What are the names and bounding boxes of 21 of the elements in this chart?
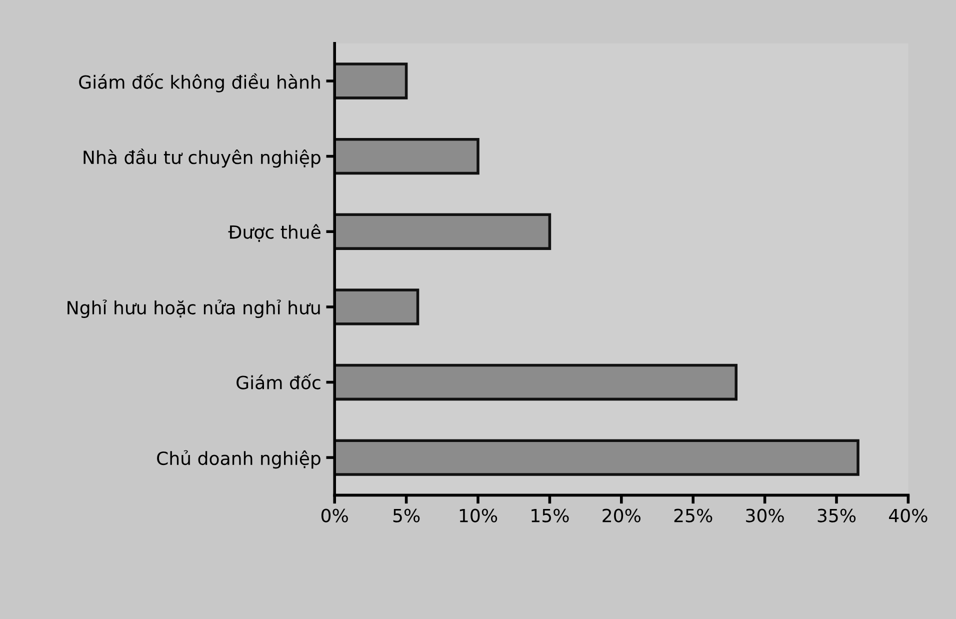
x-tick-label: 15% [532,508,569,522]
y-tick-label: Nhà đầu tư chuyên nghiệp [84,148,320,168]
bar [334,138,480,175]
y-tick-label: Nghỉ hưu hoặc nửa nghỉ hưu [68,300,320,318]
bar [334,62,408,100]
x-tick-label: 5% [393,508,420,522]
x-tick-label: 25% [674,508,712,522]
bar [334,439,860,476]
bar [334,288,420,326]
y-tick-label: Giám đốc không điều hành [79,73,320,92]
bar [334,364,738,401]
x-tick-label: 40% [889,508,928,522]
x-tick-label: 20% [602,508,640,522]
x-tick-label: 0% [321,508,348,522]
x-tick-label: 30% [746,508,784,522]
y-tick-label: Được thuê [228,224,320,242]
x-tick-label: 10% [460,508,498,522]
y-tick-label: Chủ doanh nghiệp [157,450,320,469]
y-tick-label: Giám đốc [236,374,320,390]
bar [334,213,552,250]
x-tick-label: 35% [818,508,856,522]
